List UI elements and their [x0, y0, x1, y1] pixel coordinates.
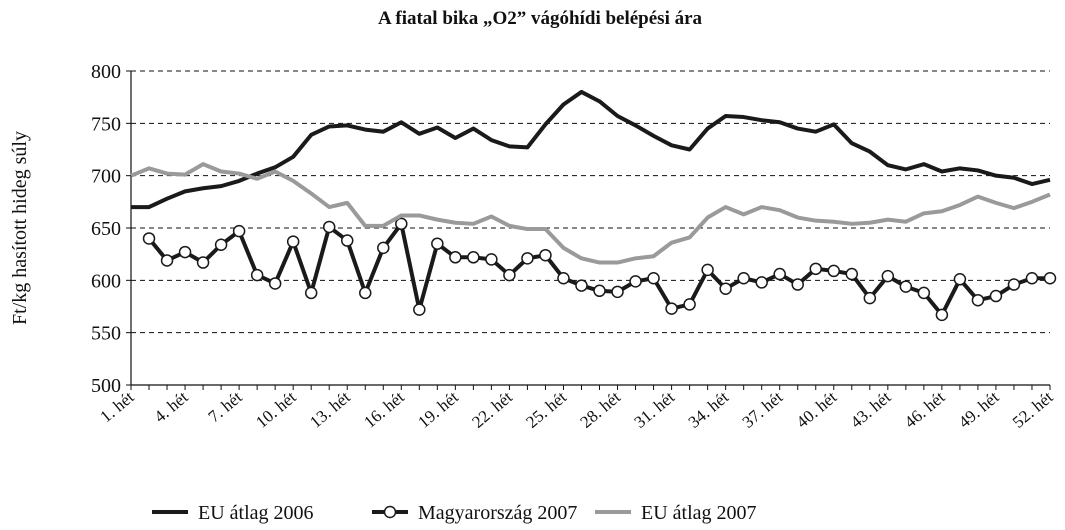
- series-marker: [340, 234, 354, 247]
- series-marker: [322, 220, 336, 234]
- y-tick-label: 600: [91, 270, 121, 292]
- x-tick-label: 7. hét: [205, 387, 246, 426]
- y-tick-label: 700: [91, 166, 121, 188]
- series-marker: [971, 293, 985, 307]
- x-tick-label: 52. hét: [1009, 387, 1057, 431]
- y-axis-label: Ft/kg hasított hideg súly: [9, 131, 31, 325]
- series-marker: [809, 262, 822, 276]
- series-marker: [701, 263, 714, 277]
- legend-label: EU átlag 2007: [641, 502, 757, 524]
- series-marker: [359, 286, 372, 300]
- x-tick-label: 28. hét: [576, 387, 624, 431]
- y-tick-label: 550: [91, 323, 121, 345]
- y-tick-label: 650: [91, 218, 121, 240]
- x-tick-label: 10. hét: [252, 387, 300, 431]
- x-tick-label: 49. hét: [955, 387, 1003, 431]
- series-marker: [593, 284, 606, 298]
- series-marker: [485, 253, 498, 266]
- series-marker: [304, 286, 318, 300]
- series-marker: [214, 238, 228, 251]
- series-marker: [791, 278, 804, 291]
- series-marker: [142, 232, 156, 245]
- series-marker: [1043, 271, 1057, 285]
- series-marker: [539, 248, 552, 262]
- series-marker: [286, 235, 300, 248]
- series-marker: [557, 271, 570, 285]
- series-marker: [1007, 278, 1021, 291]
- series-marker: [863, 291, 877, 305]
- series-line: [131, 89, 1051, 210]
- series-marker: [665, 302, 678, 315]
- y-tick-label: 500: [91, 375, 121, 397]
- series-marker: [232, 224, 246, 238]
- series-marker: [827, 264, 841, 278]
- series-marker: [395, 217, 408, 231]
- x-tick-label: 31. hét: [630, 387, 678, 431]
- legend-item: Magyarország 2007: [372, 502, 577, 524]
- series-marker: [845, 267, 859, 281]
- series-marker: [268, 277, 282, 290]
- x-tick-label: 46. hét: [901, 387, 949, 431]
- series-line: [147, 221, 1050, 317]
- series-marker: [413, 303, 426, 316]
- x-tick-label: 19. hét: [414, 387, 462, 431]
- series-marker: [899, 280, 913, 293]
- x-tick-label: 43. hét: [847, 387, 895, 431]
- x-tick-label: 13. hét: [306, 387, 354, 431]
- legend-item: EU átlag 2006: [152, 502, 314, 524]
- legend-marker: [383, 505, 397, 519]
- series-marker: [503, 268, 516, 282]
- series-marker: [755, 276, 768, 289]
- series-marker: [467, 251, 480, 264]
- x-tick-label: 25. hét: [522, 387, 570, 431]
- series-marker: [881, 269, 895, 283]
- y-tick-label: 800: [91, 61, 121, 83]
- legend-label: Magyarország 2007: [418, 502, 577, 524]
- x-tick-label: 16. hét: [360, 387, 408, 431]
- series-marker: [521, 252, 534, 265]
- x-tick-label: 37. hét: [739, 387, 787, 431]
- series-marker: [196, 256, 210, 269]
- y-tick-label: 750: [91, 113, 121, 135]
- series-marker: [449, 251, 462, 264]
- series-marker: [160, 254, 174, 267]
- series-marker: [719, 282, 732, 295]
- x-tick-label: 40. hét: [793, 387, 841, 431]
- series-marker: [178, 245, 192, 259]
- series-marker: [629, 275, 642, 288]
- series-marker: [935, 308, 949, 322]
- series-marker: [683, 298, 696, 311]
- series-marker: [737, 271, 750, 285]
- series-marker: [647, 271, 660, 285]
- chart-title: A fiatal bika „O2” vágóhídi belépési ára: [378, 8, 703, 29]
- series-marker: [250, 268, 264, 282]
- x-tick-label: 4. hét: [150, 387, 191, 426]
- legend-label: EU átlag 2006: [198, 502, 314, 524]
- series-marker: [953, 273, 967, 286]
- series-marker: [575, 279, 588, 292]
- series-marker: [377, 241, 390, 255]
- series-marker: [917, 286, 931, 300]
- x-tick-label: 22. hét: [468, 387, 516, 431]
- series-marker: [611, 285, 624, 299]
- series-marker: [431, 237, 444, 250]
- legend-item: EU átlag 2007: [595, 502, 757, 524]
- series-line: [130, 162, 1051, 265]
- series-marker: [989, 289, 1003, 303]
- series-marker: [1025, 271, 1039, 285]
- series-marker: [773, 267, 786, 281]
- x-tick-label: 34. hét: [685, 387, 733, 431]
